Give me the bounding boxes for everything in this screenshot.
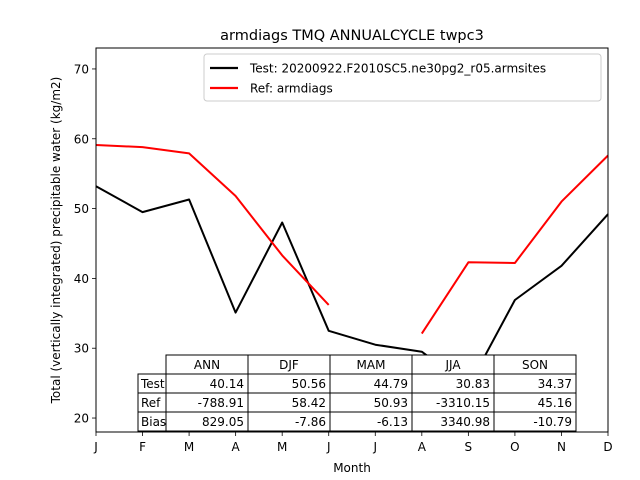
table-header-label: DJF xyxy=(279,358,299,372)
table-cell-value: 50.56 xyxy=(292,377,326,391)
y-tick-label: 70 xyxy=(74,62,89,76)
table-cell-value: 3340.98 xyxy=(440,415,490,429)
x-tick-label: N xyxy=(557,440,566,454)
x-tick-label: O xyxy=(510,440,519,454)
chart-title: armdiags TMQ ANNUALCYCLE twpc3 xyxy=(220,28,484,44)
x-tick-label: D xyxy=(603,440,612,454)
stats-table: ANN DJF MAM JJA SON 40.14 50.56 44.79 30.83 34.37… xyxy=(137,354,577,432)
x-tick-label: J xyxy=(372,440,377,454)
table-cell-value: -6.13 xyxy=(377,415,408,429)
table-header-label: MAM xyxy=(357,358,386,372)
table-cell-value: 58.42 xyxy=(292,396,326,410)
x-tick-label: J xyxy=(93,440,98,454)
table-cell-value: -10.79 xyxy=(533,415,572,429)
x-axis-label: Month xyxy=(333,461,371,475)
x-tick-label: S xyxy=(465,440,473,454)
x-tick-label: M xyxy=(184,440,194,454)
series-0-line-segment-0 xyxy=(95,185,609,388)
table-row-label: Ref xyxy=(141,396,161,410)
y-axis-label: Total (vertically integrated) precipitab… xyxy=(49,77,63,405)
table-cell-value: 829.05 xyxy=(202,415,244,429)
table-cell-value: 50.93 xyxy=(374,396,408,410)
y-axis-ticks: 20 30 40 50 60 70 xyxy=(74,62,96,426)
x-tick-label: J xyxy=(326,440,331,454)
y-tick-label: 40 xyxy=(74,272,89,286)
table-row-label: Test xyxy=(140,377,165,391)
x-tick-label: A xyxy=(418,440,427,454)
legend-label: Ref: armdiags xyxy=(250,82,333,96)
x-tick-label: F xyxy=(139,440,146,454)
y-tick-label: 20 xyxy=(74,412,89,426)
table-cell-value: 30.83 xyxy=(456,377,490,391)
table-row-label: Bias xyxy=(141,415,166,429)
table-header-label: SON xyxy=(522,358,548,372)
plot-lines xyxy=(95,144,609,388)
table-cell-value: 45.16 xyxy=(538,396,572,410)
table-cell-value: 34.37 xyxy=(538,377,572,391)
series-1-line-segment-0 xyxy=(95,144,330,306)
y-tick-label: 50 xyxy=(74,202,89,216)
legend: Test: 20200922.F2010SC5.ne30pg2_r05.arms… xyxy=(203,53,602,102)
table-cell-value: -788.91 xyxy=(198,396,244,410)
table-cell xyxy=(493,411,577,432)
legend-box xyxy=(203,53,602,102)
series-1-line-segment-1 xyxy=(420,154,609,335)
x-tick-label: A xyxy=(232,440,241,454)
table-cell-value: 40.14 xyxy=(210,377,244,391)
x-tick-label: M xyxy=(277,440,287,454)
table-header-label: JJA xyxy=(444,358,461,372)
table-cell-value: 44.79 xyxy=(374,377,408,391)
legend-label: Test: 20200922.F2010SC5.ne30pg2_r05.arms… xyxy=(249,62,546,76)
y-tick-label: 30 xyxy=(74,342,89,356)
axes-frame xyxy=(95,47,609,433)
table-header-label: ANN xyxy=(194,358,220,372)
table-cell-value: -3310.15 xyxy=(436,396,490,410)
table-cell-value: -7.86 xyxy=(295,415,326,429)
y-tick-label: 60 xyxy=(74,132,89,146)
